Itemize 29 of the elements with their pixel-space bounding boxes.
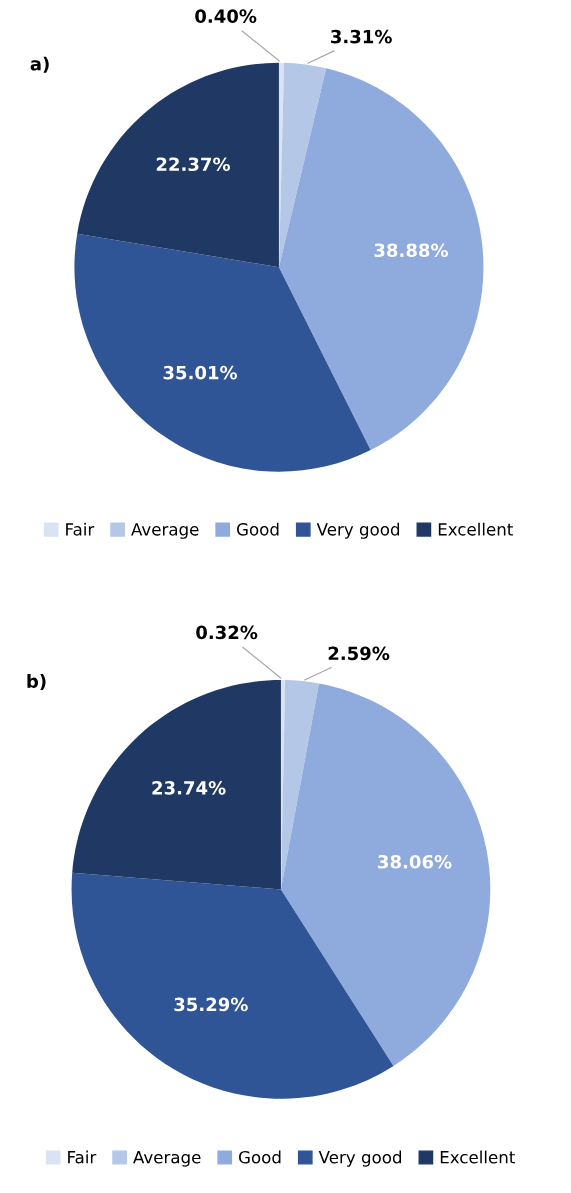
legend-label: Very good bbox=[318, 1150, 402, 1167]
data-label: 38.88% bbox=[374, 243, 448, 258]
pie-slice bbox=[72, 680, 281, 890]
text: a) bbox=[30, 56, 49, 73]
legend-label: Average bbox=[133, 1151, 201, 1167]
legend-label: Excellent bbox=[438, 522, 513, 536]
pie-slice bbox=[280, 683, 491, 1066]
pie-slice bbox=[71, 872, 394, 1099]
pie-slice bbox=[77, 62, 279, 268]
data-label: 23.74% bbox=[152, 781, 226, 795]
data-label: 0.40% bbox=[195, 9, 257, 23]
data-label: 35.29% bbox=[174, 997, 248, 1012]
data-label: 2.59% bbox=[328, 646, 390, 661]
data-label: 35.01% bbox=[163, 365, 238, 380]
pie-slice bbox=[74, 233, 371, 472]
pie-slice bbox=[278, 68, 484, 451]
data-label: 22.37% bbox=[156, 157, 231, 172]
data-label: 0.32% bbox=[196, 625, 258, 640]
pie-slice bbox=[278, 62, 327, 268]
legend-label: Good bbox=[238, 1150, 281, 1164]
legend-label: Fair bbox=[66, 522, 95, 536]
data-label: 3.31% bbox=[331, 29, 392, 44]
legend-label: Very good bbox=[316, 522, 400, 539]
text: b) bbox=[27, 674, 46, 691]
data-label: 38.06% bbox=[378, 854, 452, 869]
legend-label: Fair bbox=[68, 1150, 97, 1164]
legend-label: Good bbox=[236, 522, 279, 536]
legend-label: Average bbox=[131, 523, 199, 539]
legend-label: Excellent bbox=[440, 1150, 515, 1164]
